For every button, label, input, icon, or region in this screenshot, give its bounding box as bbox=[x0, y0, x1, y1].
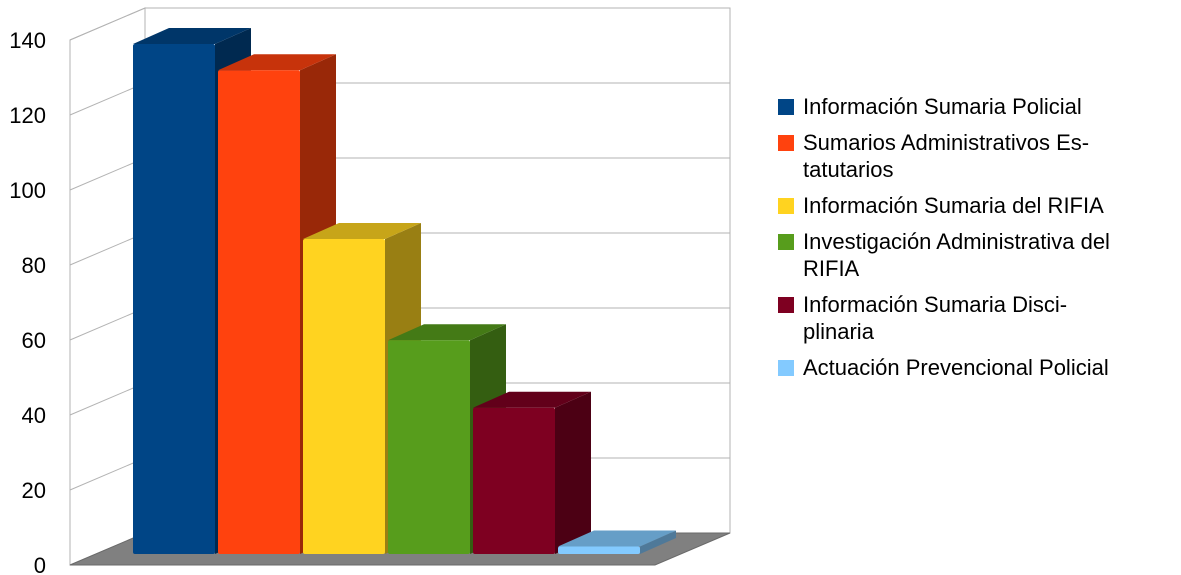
y-tick-label: 40 bbox=[22, 403, 46, 428]
bar-top bbox=[133, 28, 251, 44]
y-tick-label: 100 bbox=[9, 178, 46, 203]
legend-label: Actuación Prevencional Policial bbox=[803, 355, 1109, 380]
legend-label: Información Sumaria Disci-plinaria bbox=[803, 292, 1068, 344]
legend-label: Investigación Administrativa del RIFIA bbox=[803, 229, 1110, 281]
bar-front bbox=[218, 70, 300, 554]
y-tick-label: 60 bbox=[22, 328, 46, 353]
legend-item: Información Sumaria del RIFIA bbox=[778, 192, 1178, 219]
gridline bbox=[69, 7, 730, 41]
legend-swatch bbox=[778, 198, 794, 214]
bar-side bbox=[640, 530, 676, 554]
bar-top bbox=[218, 54, 336, 71]
y-tick-label: 120 bbox=[9, 103, 46, 128]
bar-front bbox=[473, 407, 555, 554]
legend-swatch bbox=[778, 360, 794, 376]
bar-5 bbox=[473, 391, 591, 554]
bar-top bbox=[558, 530, 676, 547]
legend-swatch bbox=[778, 135, 794, 151]
legend: Información Sumaria Policial Sumarios Adm… bbox=[778, 93, 1178, 390]
bar-front bbox=[388, 340, 470, 554]
y-tick-label: 140 bbox=[9, 28, 46, 53]
bar-top bbox=[388, 324, 506, 341]
legend-swatch bbox=[778, 234, 794, 250]
bar-side bbox=[555, 391, 591, 554]
y-tick-label: 20 bbox=[22, 478, 46, 503]
legend-item: Sumarios Administrativos Es-tatutarios bbox=[778, 129, 1178, 183]
legend-swatch bbox=[778, 297, 794, 313]
legend-item: Investigación Administrativa del RIFIA bbox=[778, 228, 1178, 282]
y-tick-label: 80 bbox=[22, 253, 46, 278]
legend-swatch bbox=[778, 99, 794, 115]
legend-label: Información Sumaria Policial bbox=[803, 94, 1082, 119]
bar-top bbox=[473, 391, 591, 408]
bar-front bbox=[303, 239, 385, 554]
bars bbox=[133, 28, 676, 554]
bar-top bbox=[303, 223, 421, 239]
bar-6 bbox=[558, 530, 676, 554]
legend-label: Sumarios Administrativos Es-tatutarios bbox=[803, 130, 1090, 182]
legend-item: Información Sumaria Disci-plinaria bbox=[778, 291, 1178, 345]
y-tick-label: 0 bbox=[34, 553, 46, 575]
bar-front bbox=[558, 546, 640, 554]
legend-item: Actuación Prevencional Policial bbox=[778, 354, 1178, 381]
bar-front bbox=[133, 44, 215, 554]
y-axis: 0 20 40 60 80 100 120 140 bbox=[9, 28, 46, 575]
legend-label: Información Sumaria del RIFIA bbox=[803, 193, 1104, 218]
legend-item: Información Sumaria Policial bbox=[778, 93, 1178, 120]
